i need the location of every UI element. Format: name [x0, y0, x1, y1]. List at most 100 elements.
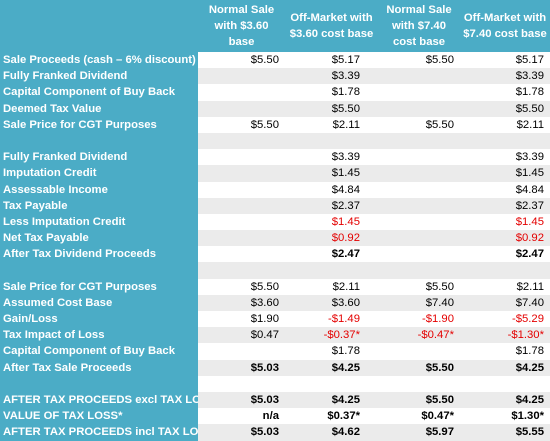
- cell: [198, 213, 285, 231]
- row-label: Imputation Credit: [0, 165, 198, 182]
- cell: [378, 262, 460, 279]
- row-label: Capital Component of Buy Back: [0, 84, 198, 101]
- cell: $5.03: [198, 391, 285, 409]
- table-row: Sale Price for CGT Purposes $5.50 $2.11 $5.…: [0, 116, 550, 133]
- row-label: Less Imputation Credit: [0, 213, 198, 231]
- column-header: Normal Sale with $7.40 cost base: [378, 0, 460, 52]
- cell: -$5.29: [460, 311, 550, 328]
- cell: [285, 262, 378, 279]
- spacer-row: [0, 375, 550, 392]
- cell: $4.62: [285, 424, 378, 441]
- row-label: Fully Franked Dividend: [0, 68, 198, 85]
- table-row: Sale Price for CGT Purposes $5.50 $2.11 $5.…: [0, 278, 550, 295]
- cell: $5.50: [378, 116, 460, 133]
- cell: $5.03: [198, 424, 285, 441]
- cell: $2.11: [460, 116, 550, 133]
- cell: $5.50: [378, 359, 460, 376]
- table-row: Fully Franked Dividend $3.39 $3.39: [0, 68, 550, 85]
- cell: [285, 375, 378, 392]
- cell: $1.30*: [460, 408, 550, 425]
- cell: $5.97: [378, 424, 460, 441]
- cell: -$1.30*: [460, 327, 550, 344]
- cell: [198, 197, 285, 214]
- cell: [198, 68, 285, 85]
- cell: $5.50: [460, 100, 550, 117]
- cell: $5.50: [378, 52, 460, 69]
- row-label: [0, 262, 198, 279]
- row-label: [0, 375, 198, 392]
- cell: $2.11: [460, 278, 550, 295]
- cell: [378, 84, 460, 101]
- cell: [460, 132, 550, 150]
- cell: [378, 213, 460, 231]
- cell: -$0.37*: [285, 327, 378, 344]
- table-row: After Tax Dividend Proceeds $2.47 $2.47: [0, 246, 550, 263]
- table-row: VALUE OF TAX LOSS* n/a $0.37* $0.47* $1.30*: [0, 408, 550, 425]
- cell: $5.17: [285, 52, 378, 69]
- table-row: Sale Proceeds (cash – 6% discount) $5.50 $…: [0, 52, 550, 69]
- table-row: After Tax Sale Proceeds $5.03 $4.25 $5.50 $4…: [0, 359, 550, 376]
- cell: [198, 149, 285, 166]
- cell: $5.03: [198, 359, 285, 376]
- cell: [460, 262, 550, 279]
- cell: $4.25: [460, 359, 550, 376]
- table-row: Deemed Tax Value $5.50 $5.50: [0, 100, 550, 117]
- cell: $0.37*: [285, 408, 378, 425]
- cell: [378, 165, 460, 182]
- cell: [198, 132, 285, 150]
- cell: [198, 246, 285, 263]
- cell: [378, 230, 460, 247]
- cell: -$1.49: [285, 311, 378, 328]
- cell: $0.92: [285, 230, 378, 247]
- cell: $4.25: [285, 359, 378, 376]
- cell: -$0.47*: [378, 327, 460, 344]
- cell: [460, 375, 550, 392]
- cell: $4.25: [285, 391, 378, 409]
- row-label: Assumed Cost Base: [0, 294, 198, 311]
- cell: $3.39: [285, 149, 378, 166]
- cell: [378, 181, 460, 198]
- cell: $3.39: [285, 68, 378, 85]
- table-row: Tax Impact of Loss $0.47 -$0.37* -$0.47* -$1…: [0, 327, 550, 344]
- cell: $1.78: [460, 343, 550, 360]
- cell: $1.45: [460, 213, 550, 231]
- cell: $1.78: [285, 343, 378, 360]
- row-label: Sale Price for CGT Purposes: [0, 278, 198, 295]
- cell: $5.17: [460, 52, 550, 69]
- cell: [378, 375, 460, 392]
- cell: [378, 343, 460, 360]
- cell: $7.40: [460, 294, 550, 311]
- cell: [198, 262, 285, 279]
- table-row: Assessable Income $4.84 $4.84: [0, 181, 550, 198]
- row-label: Tax Impact of Loss: [0, 327, 198, 344]
- cell: [378, 149, 460, 166]
- cell: $5.50: [285, 100, 378, 117]
- row-label: Capital Component of Buy Back: [0, 343, 198, 360]
- cell: [198, 181, 285, 198]
- cell: $5.50: [198, 52, 285, 69]
- cell: $2.37: [460, 197, 550, 214]
- cell: [378, 68, 460, 85]
- cell: -$1.90: [378, 311, 460, 328]
- cell: $7.40: [378, 294, 460, 311]
- cell: $1.78: [460, 84, 550, 101]
- cell: [198, 165, 285, 182]
- table-row: Fully Franked Dividend $3.39 $3.39: [0, 149, 550, 166]
- cell: $4.25: [460, 391, 550, 409]
- table-row: Assumed Cost Base $3.60 $3.60 $7.40 $7.40: [0, 294, 550, 311]
- row-label: AFTER TAX PROCEEDS incl TAX LOSS: [0, 424, 198, 441]
- cell: $0.47*: [378, 408, 460, 425]
- row-label: Net Tax Payable: [0, 230, 198, 247]
- column-header: Off-Market with $3.60 cost base: [285, 0, 378, 52]
- column-header: Normal Sale with $3.60 base: [198, 0, 285, 52]
- cell: $5.50: [198, 278, 285, 295]
- cell: $1.90: [198, 311, 285, 328]
- header-corner: [0, 0, 198, 52]
- cell: [285, 132, 378, 150]
- row-label: Gain/Loss: [0, 311, 198, 328]
- cell: $1.78: [285, 84, 378, 101]
- table-row: AFTER TAX PROCEEDS incl TAX LOSS $5.03 $4.…: [0, 424, 550, 441]
- row-label: Sale Price for CGT Purposes: [0, 116, 198, 133]
